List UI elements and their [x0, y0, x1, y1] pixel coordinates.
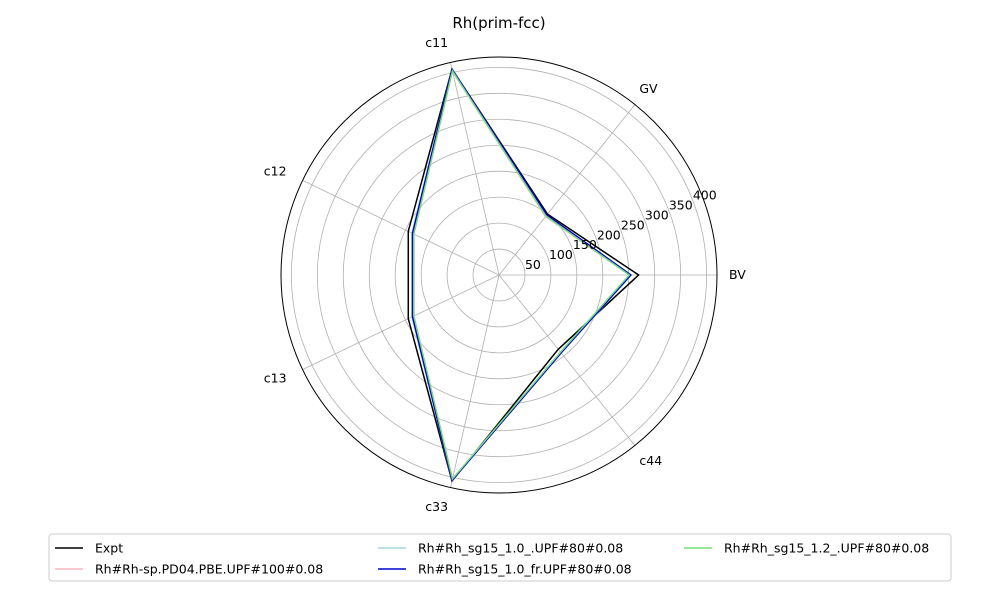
- grid-spoke: [450, 274, 500, 488]
- legend-entry: Rh#Rh_sg15_1.0_.UPF#80#0.08: [418, 541, 623, 556]
- radial-tick-label: 350: [669, 197, 693, 212]
- series-line: [407, 67, 640, 483]
- radial-tick-label: 50: [525, 257, 541, 272]
- radial-tick-label: 200: [597, 227, 621, 242]
- series-group: [407, 67, 640, 483]
- grid-spoke: [498, 104, 636, 276]
- legend-entry: Rh#Rh_sg15_1.2_.UPF#80#0.08: [724, 541, 929, 556]
- grid-spoke: [450, 62, 500, 276]
- axis-label-c44: c44: [639, 453, 662, 468]
- legend-box: [48, 533, 952, 582]
- axis-label-c33: c33: [425, 499, 448, 514]
- legend-entry: Rh#Rh_sg15_1.0_fr.UPF#80#0.08: [418, 562, 632, 577]
- chart-title: Rh(prim-fcc): [452, 14, 545, 32]
- polar-grid: [280, 56, 718, 494]
- radial-tick-label: 400: [693, 188, 717, 203]
- axis-labels: BV GV c11 c12 c13 c33 c44: [264, 35, 746, 514]
- axis-label-c13: c13: [264, 370, 287, 385]
- series-line: [411, 67, 632, 483]
- grid-spoke: [302, 274, 500, 370]
- outer-frame: [280, 56, 718, 494]
- series-line: [413, 69, 631, 481]
- radial-tick-label: 150: [573, 237, 597, 252]
- radial-tick-label: 300: [645, 207, 669, 222]
- axis-label-c11: c11: [425, 35, 448, 50]
- radial-tick-label: 100: [549, 247, 573, 262]
- grid-spoke: [498, 274, 636, 446]
- radial-tick-label: 250: [621, 217, 645, 232]
- legend: Expt Rh#Rh-sp.PD04.PBE.UPF#100#0.08 Rh#Rh_…: [48, 533, 952, 582]
- legend-entry: Expt: [95, 541, 123, 556]
- axis-label-c12: c12: [264, 164, 287, 179]
- legend-entry: Rh#Rh-sp.PD04.PBE.UPF#100#0.08: [95, 562, 323, 577]
- grid-spoke: [302, 180, 500, 276]
- axis-label-GV: GV: [639, 81, 658, 96]
- axis-label-BV: BV: [729, 267, 746, 282]
